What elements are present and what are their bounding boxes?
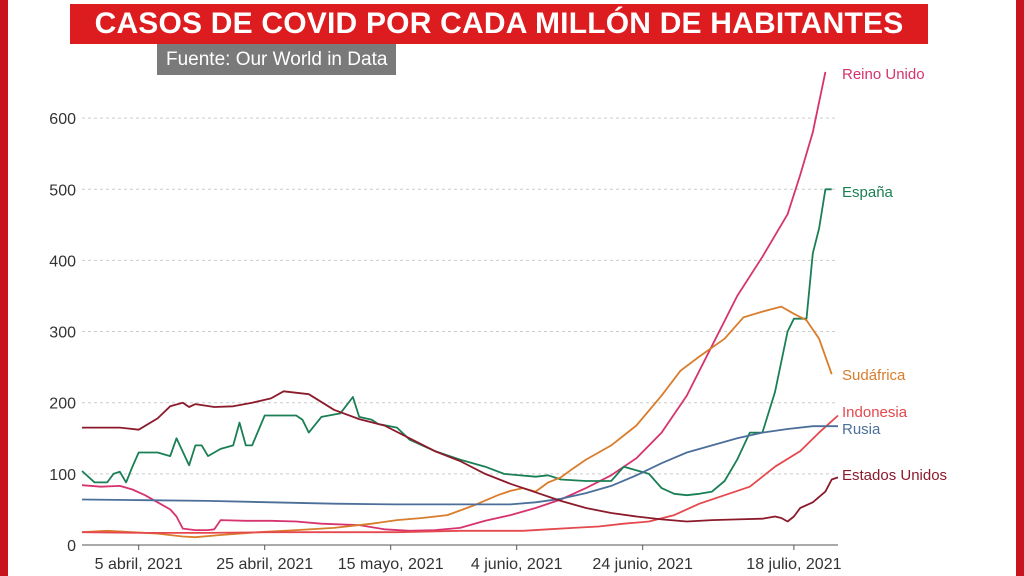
frame-right-border <box>1016 0 1024 576</box>
y-tick-label-300: 300 <box>49 325 76 342</box>
y-tick-label-200: 200 <box>49 396 76 413</box>
series-line-rusia <box>81 425 838 506</box>
y-tick-label-600: 600 <box>49 111 76 128</box>
series-lines <box>81 71 839 539</box>
x-tick-label-3: 4 junio, 2021 <box>471 556 563 573</box>
grid-lines <box>82 117 838 546</box>
x-tick-label-1: 25 abril, 2021 <box>216 556 313 573</box>
series-label-indonesia: Indonesia <box>842 404 908 421</box>
series-line-indonesia <box>81 414 839 534</box>
y-tick-label-400: 400 <box>49 253 76 270</box>
y-tick-label-100: 100 <box>49 467 76 484</box>
x-tick-label-5: 18 julio, 2021 <box>746 556 841 573</box>
y-tick-label-500: 500 <box>49 182 76 199</box>
x-tick-label-2: 15 mayo, 2021 <box>338 556 444 573</box>
series-label-sudafrica: Sudáfrica <box>842 367 906 384</box>
series-labels: Reino Unido España Sudáfrica IndonesiaRusia… <box>842 66 947 484</box>
source-label: Fuente: Our World in Data <box>157 44 397 75</box>
series-line-espana <box>81 188 832 497</box>
x-tick-label-0: 5 abril, 2021 <box>95 556 183 573</box>
chart-title: CASOS DE COVID POR CADA MILLÓN DE HABITA… <box>70 4 928 44</box>
frame-left-border <box>0 0 8 576</box>
series-line-sudafrica <box>81 305 833 539</box>
series-line-reino-unido <box>81 71 827 532</box>
y-axis-ticks: 0 100 200 300 400 500 600 <box>49 111 76 555</box>
series-label-rusia: Rusia <box>842 421 881 438</box>
x-tick-label-4: 24 junio, 2021 <box>592 556 693 573</box>
series-label-estados-unidos: Estados Unidos <box>842 467 947 484</box>
series-label-espana: España <box>842 184 894 201</box>
x-axis-ticks: 5 abril, 2021 25 abril, 2021 15 mayo, 2021… <box>95 545 842 573</box>
y-tick-label-0: 0 <box>67 538 76 555</box>
series-label-reino-unido: Reino Unido <box>842 66 925 83</box>
series-line-estados-unidos <box>82 390 839 523</box>
